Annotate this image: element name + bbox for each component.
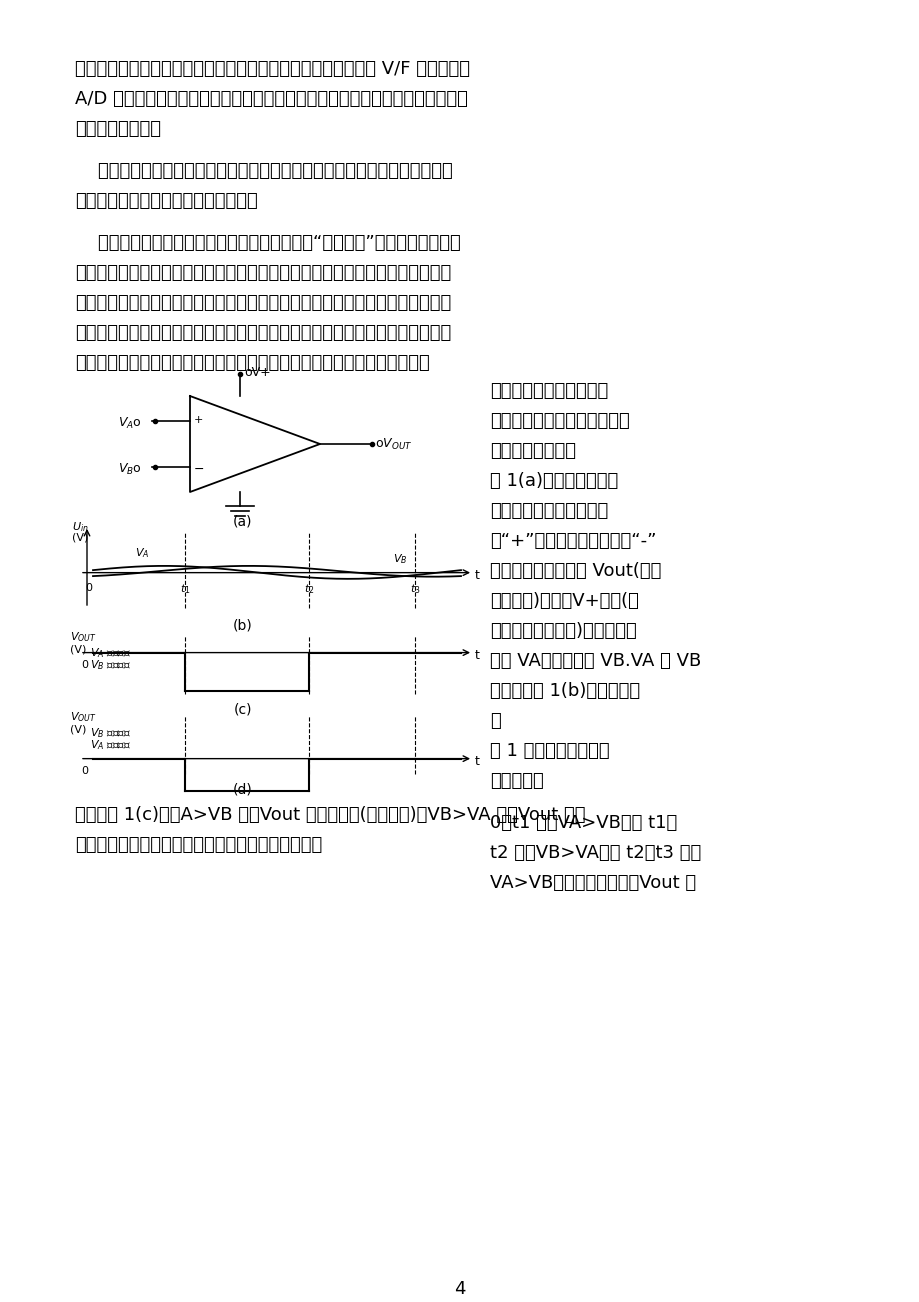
Text: 反馈量可以是输出的电流或电压的部分或全部。而比较器则不需要反馈，直接比: 反馈量可以是输出的电流或电压的部分或全部。而比较器则不需要反馈，直接比 — [75, 264, 450, 283]
Text: 图 1(a)是比较器，它有: 图 1(a)是比较器，它有 — [490, 473, 618, 490]
Text: 可以用线性运算放大器，在不加负反馈的情况下，构成电压比较器来使用。: 可以用线性运算放大器，在不加负反馈的情况下，构成电压比较器来使用。 — [75, 354, 429, 372]
Text: 较两个输入端的量，如果同相输入大于反相，则输出高电平，否则输出低电平。: 较两个输入端的量，如果同相输入大于反相，则输出高电平，否则输出低电平。 — [75, 294, 450, 312]
Text: (V): (V) — [72, 533, 88, 542]
Text: $V_A$o: $V_A$o — [118, 415, 142, 431]
Text: 低电平。根据输出电平的高低便可知道哪个电压大。: 低电平。根据输出电平的高低便可知道哪个电压大。 — [75, 836, 322, 854]
Text: 0: 0 — [81, 766, 88, 776]
Text: 0: 0 — [85, 582, 92, 592]
Text: 的变化如图 1(b)所示。在时: 的变化如图 1(b)所示。在时 — [490, 682, 640, 700]
Text: t: t — [474, 648, 480, 661]
Text: $V_{OUT}$: $V_{OUT}$ — [70, 630, 96, 643]
Text: $V_A$ 接同相端: $V_A$ 接同相端 — [90, 738, 131, 751]
Text: 两个输入端：同相输入端: 两个输入端：同相输入端 — [490, 503, 607, 519]
Text: 运算放大器是通过反馈回路和输入回路的确定“运算参数”，比如放大倍数，: 运算放大器是通过反馈回路和输入回路的确定“运算参数”，比如放大倍数， — [75, 234, 460, 253]
Text: $V_B$: $V_B$ — [392, 552, 407, 566]
Text: −: − — [194, 464, 204, 477]
Text: VA>VB。在这种情况下，Vout 的: VA>VB。在这种情况下，Vout 的 — [490, 874, 696, 892]
Text: 端），有一个输出端 Vout(输出: 端），有一个输出端 Vout(输出 — [490, 562, 661, 579]
Text: 电压比较其大小，并判断出其: 电压比较其大小，并判断出其 — [490, 411, 630, 430]
Text: A/D 变换电路、高速采样电路、电源电压监测电路、振荡器及压控振荡器电路、: A/D 变换电路、高速采样电路、电源电压监测电路、振荡器及压控振荡器电路、 — [75, 90, 468, 108]
Text: 简单的电压比较器结构简单，灵敏度高，但是抗干扰能力差，改进后的电压: 简单的电压比较器结构简单，灵敏度高，但是抗干扰能力差，改进后的电压 — [75, 161, 452, 180]
Text: (d): (d) — [233, 783, 253, 796]
Text: 过零检测电路等。: 过零检测电路等。 — [75, 120, 161, 138]
Text: （“+”端）及反相输入端（“-”: （“+”端）及反相输入端（“-” — [490, 533, 656, 549]
Text: 是个单电源比较器)同相端输入: 是个单电源比较器)同相端输入 — [490, 622, 636, 641]
Text: 电平信号)。另外V+及地(这: 电平信号)。另外V+及地(这 — [490, 592, 638, 611]
Text: $V_A$: $V_A$ — [135, 547, 149, 560]
Text: 图 1 单电源比较器框图: 图 1 单电源比较器框图 — [490, 742, 609, 760]
Text: $U_{in}$: $U_{in}$ — [72, 519, 88, 534]
Text: (V): (V) — [70, 644, 86, 654]
Text: 形波。可用于报警器电路、自动控制电路、测量技术，也可用于 V/F 变换电路、: 形波。可用于报警器电路、自动控制电路、测量技术，也可用于 V/F 变换电路、 — [75, 60, 470, 78]
Text: 及工作波形: 及工作波形 — [490, 772, 543, 790]
Text: $V_B$ 接反相端: $V_B$ 接反相端 — [90, 658, 131, 672]
Text: $t_1$: $t_1$ — [180, 582, 190, 596]
Text: 电压比较器输入是线性量，而输出是开关（高低电平）量。一般应用中，有时也: 电压比较器输入是线性量，而输出是开关（高低电平）量。一般应用中，有时也 — [75, 324, 450, 342]
Text: 0: 0 — [81, 660, 88, 669]
Text: t: t — [474, 569, 480, 582]
Text: t: t — [474, 755, 480, 768]
Text: t2 时，VB>VA；在 t2～t3 时，: t2 时，VB>VA；在 t2～t3 时， — [490, 844, 700, 862]
Text: +: + — [194, 415, 203, 424]
Text: $V_{OUT}$: $V_{OUT}$ — [70, 710, 96, 724]
Text: o$V_{OUT}$: o$V_{OUT}$ — [375, 437, 412, 452]
Text: $t_3$: $t_3$ — [410, 582, 420, 596]
Text: 电压 VA反相端输入 VB.VA 和 VB: 电压 VA反相端输入 VB.VA 和 VB — [490, 652, 700, 671]
Text: 中哪一个电压高。: 中哪一个电压高。 — [490, 441, 575, 460]
Text: 输出如图 1(c)所示A>VB 时，Vout 输出高电平(饱和输出)；VB>VA 时，Vout 输出: 输出如图 1(c)所示A>VB 时，Vout 输出高电平(饱和输出)；VB>VA… — [75, 806, 584, 824]
Text: $t_2$: $t_2$ — [304, 582, 314, 596]
Text: (a): (a) — [233, 514, 253, 529]
Text: (V): (V) — [70, 724, 86, 734]
Text: (c): (c) — [233, 702, 252, 716]
Text: 0～t1 时，VA>VB；在 t1～: 0～t1 时，VA>VB；在 t1～ — [490, 814, 676, 832]
Text: $V_B$o: $V_B$o — [118, 462, 142, 477]
Text: $V_B$ 接反相端: $V_B$ 接反相端 — [90, 727, 131, 740]
Text: oV+: oV+ — [244, 366, 270, 379]
Text: 电压比较器是对两个模拟: 电压比较器是对两个模拟 — [490, 381, 607, 400]
Text: 4: 4 — [454, 1280, 465, 1298]
Text: 间: 间 — [490, 712, 500, 730]
Text: (b): (b) — [233, 618, 253, 631]
Text: 比较器有：滞回比较器和窗口比较器。: 比较器有：滞回比较器和窗口比较器。 — [75, 191, 257, 210]
Text: $V_A$ 接同相端: $V_A$ 接同相端 — [90, 646, 131, 660]
